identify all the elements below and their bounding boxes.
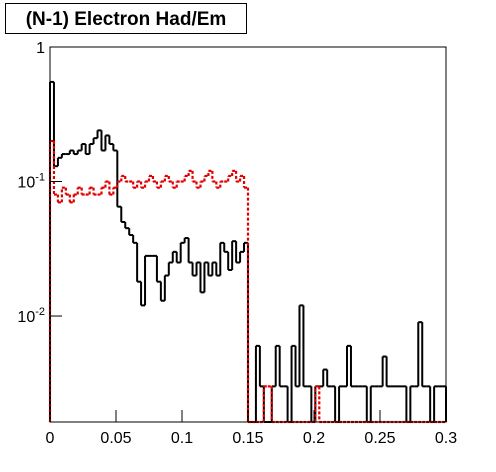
y-tick-label: 10-2 [17,306,45,326]
x-tick-label: 0.25 [364,430,395,447]
y-tick-label: 10-1 [17,172,45,192]
x-tick-label: 0 [46,430,55,447]
x-tick-label: 0.15 [232,430,263,447]
x-tick-label: 0.2 [303,430,325,447]
x-tick-label: 0.05 [100,430,131,447]
x-tick-label: 0.1 [171,430,193,447]
chart-title: (N-1) Electron Had/Em [26,9,227,30]
x-tick-label: 0.3 [435,430,457,447]
title-box [5,3,247,34]
y-tick-label: 1 [36,40,45,57]
